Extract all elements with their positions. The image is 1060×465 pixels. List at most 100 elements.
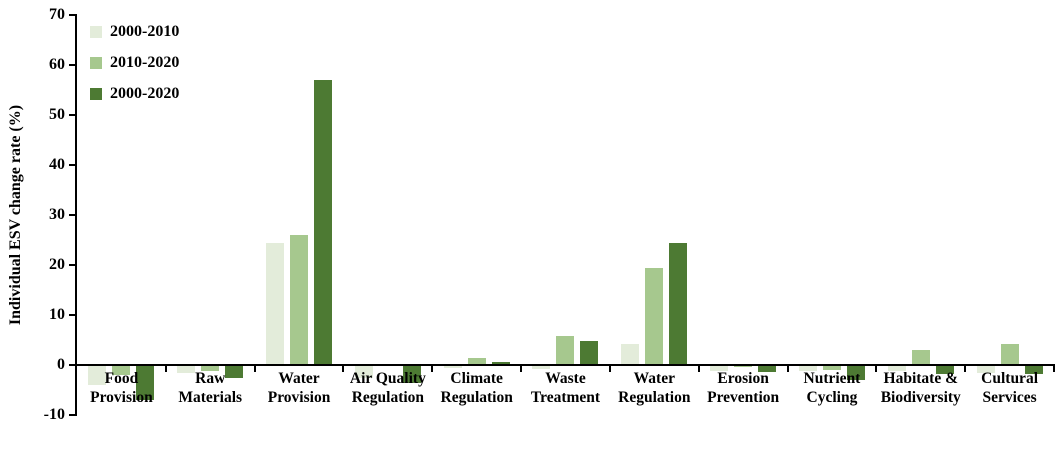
y-tick-mark [69,364,77,366]
bar [379,15,397,415]
legend-swatch [90,26,102,38]
bar [532,15,551,415]
y-tick-mark [69,164,77,166]
category-label: Food Provision [90,370,153,406]
category-cell: Habitate & Biodiversity [876,15,965,415]
bar [822,15,841,415]
y-tick-mark [69,114,77,116]
bar-fill-2000-2020 [669,242,688,365]
x-tick-mark [608,364,611,372]
bar [491,15,510,415]
bar-fill-2010-2020 [112,365,131,375]
legend-item: 2000-2020 [90,84,179,104]
bar [136,15,155,415]
bar-fill-2010-2020 [467,357,486,365]
bar-group [710,15,777,415]
bar-fill-2010-2020 [1000,344,1019,365]
y-tick-label: -10 [43,406,65,423]
category-label: Nutrient Cycling [803,370,861,406]
bar-fill-2000-2010 [88,365,107,385]
bar-fill-2000-2020 [314,80,333,365]
bar-fill-2010-2020 [822,365,841,370]
bar-fill-2000-2010 [354,365,373,378]
bar-fill-2000-2010 [710,365,729,371]
bar [621,15,640,415]
bar-fill-2000-2020 [225,365,244,378]
bar-group [532,15,599,415]
y-tick-mark [69,14,77,16]
legend-swatch [90,57,102,69]
bar-fill-2000-2020 [580,340,599,365]
x-tick-mark [164,364,167,372]
bar [201,15,220,415]
legend: 2000-2010 2010-2020 2000-2020 [90,22,179,115]
bar [443,15,462,415]
bar [911,15,930,415]
y-tick-mark [69,264,77,266]
category-cell: Waste Treatment [521,15,610,415]
category-cell: Food Provision [77,15,166,415]
bar-group [443,15,510,415]
bar-fill-2000-2020 [935,365,954,374]
plot-area: 70 60 50 40 30 20 10 0 -10 Food Provision Raw Materi… [44,6,1055,423]
bar [1000,15,1019,415]
category-cell: Climate Regulation [432,15,521,415]
bar-fill-2000-2010 [798,365,817,371]
bar [556,15,575,415]
bar [580,15,599,415]
bar-fill-2000-2010 [177,365,196,373]
category-label: Waste Treatment [530,370,601,406]
x-tick-mark [964,364,967,372]
bar [758,15,777,415]
y-tick-label: 50 [49,106,65,123]
x-tick-mark [1053,364,1055,372]
legend-label: 2000-2020 [110,85,180,102]
category-cell: Erosion Prevention [699,15,788,415]
category-cell: Water Regulation [610,15,699,415]
legend-item: 2000-2010 [90,22,179,42]
y-tick-label: 70 [49,6,65,23]
bar-fill-2000-2020 [758,365,777,372]
bar-fill-2000-2010 [266,242,285,365]
bar-group [354,15,421,415]
bar [645,15,664,415]
bar [112,15,131,415]
category-label: Habitate & Biodiversity [880,370,961,406]
x-tick-mark [697,364,700,372]
legend-label: 2010-2020 [110,54,180,71]
category-label: Erosion Prevention [707,370,780,406]
category-label: Cultural Services [981,370,1038,406]
category-cell: Water Provision [255,15,344,415]
bar-fill-2000-2010 [532,365,551,369]
category-label: Air Quality Regulation [349,370,426,406]
bar-fill-2000-2010 [976,365,995,373]
y-tick-mark [69,214,77,216]
y-tick-label: 30 [49,206,65,223]
legend-label: 2000-2010 [110,23,180,40]
bar [88,15,107,415]
x-tick-mark [520,364,523,372]
y-tick-mark [69,64,77,66]
x-axis-line [77,364,1054,366]
bar [935,15,954,415]
category-label: Climate Regulation [440,370,513,406]
x-tick-mark [431,364,434,372]
legend-swatch [90,88,102,100]
y-tick-mark [69,314,77,316]
category-cell: Raw Materials [166,15,255,415]
bar-fill-2000-2020 [1024,365,1043,374]
bar-fill-2010-2020 [645,268,664,365]
bar [734,15,753,415]
bar [225,15,244,415]
bar [710,15,729,415]
bar [177,15,196,415]
y-tick-label: 40 [49,156,65,173]
bar [314,15,333,415]
x-tick-mark [253,364,256,372]
bar [290,15,309,415]
y-tick-mark [69,414,77,416]
bar-group [266,15,333,415]
bar [266,15,285,415]
bar-group [177,15,244,415]
